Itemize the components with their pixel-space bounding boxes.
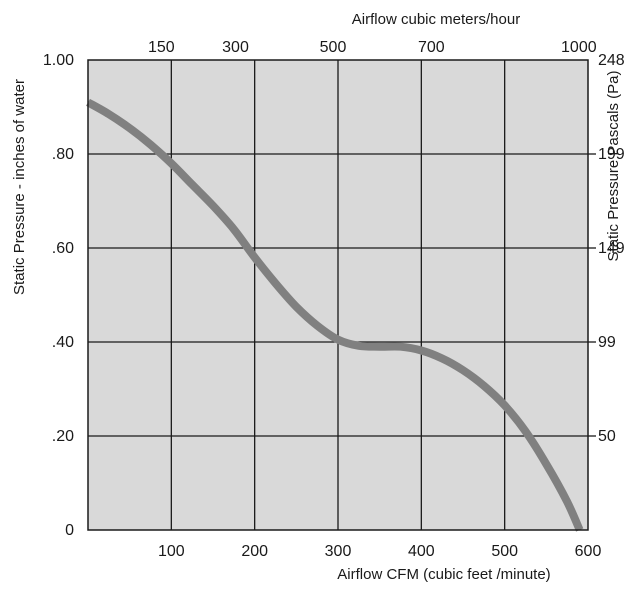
right-tick-label-4: 248 (598, 52, 625, 69)
right-tick-label-0: 50 (598, 428, 616, 445)
left-tick-label-3: .60 (52, 240, 74, 257)
right-axis-title: Static Pressure Pascals (Pa) (605, 71, 622, 262)
top-tick-label-2: 500 (320, 39, 347, 56)
left-tick-label-5: 1.00 (43, 52, 74, 69)
bottom-tick-label-5: 600 (575, 543, 602, 560)
plot-frame (87, 59, 589, 531)
top-tick-label-0: 150 (148, 39, 175, 56)
tick-labels: 100 200 300 400 500 600 0 .20 .40 .60 .80 1.00 150 30… (43, 39, 625, 560)
bottom-tick-label-1: 200 (241, 543, 268, 560)
bottom-tick-label-4: 500 (491, 543, 518, 560)
top-tick-label-3: 700 (418, 39, 445, 56)
performance-curve (86, 98, 584, 532)
top-tick-label-1: 300 (222, 39, 249, 56)
curve-layer (86, 98, 584, 532)
left-tick-label-2: .40 (52, 334, 74, 351)
left-tick-label-0: 0 (65, 522, 74, 539)
bottom-tick-label-3: 400 (408, 543, 435, 560)
right-tick-label-3: 199 (598, 146, 625, 163)
bottom-tick-label-2: 300 (325, 543, 352, 560)
left-tick-label-4: .80 (52, 146, 74, 163)
top-tick-label-4: 1000 (561, 39, 597, 56)
right-tick-label-2: 149 (598, 240, 625, 257)
left-tick-label-1: .20 (52, 428, 74, 445)
left-axis-title: Static Pressure - inches of water (11, 79, 28, 295)
grid-lines (88, 60, 596, 530)
bottom-axis-title: Airflow CFM (cubic feet /minute) (337, 566, 550, 583)
right-tick-label-1: 99 (598, 334, 616, 351)
bottom-tick-label-0: 100 (158, 543, 185, 560)
top-axis-title: Airflow cubic meters/hour (352, 11, 520, 28)
